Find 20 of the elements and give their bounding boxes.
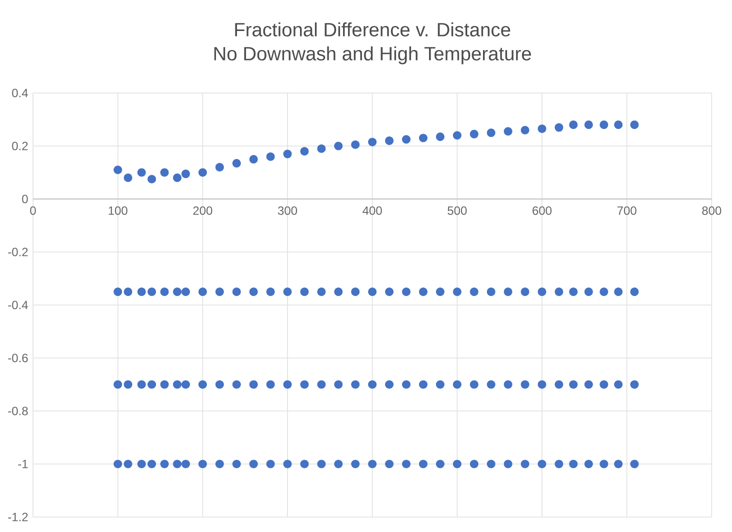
x-tick-label: 300 (278, 206, 298, 215)
x-tick-label: 800 (702, 206, 722, 215)
y-tick-label: 0.2 (12, 142, 28, 150)
y-tick-label: 0.4 (12, 88, 28, 98)
chart-subtitle: No Downwash and High Temperature (214, 46, 531, 64)
x-tick-label: 100 (108, 206, 128, 215)
x-tick-label: 0 (30, 206, 36, 215)
y-tick-label: -0.4 (8, 300, 28, 310)
y-tick-label: 0 (22, 194, 28, 204)
y-tick-label: -0.8 (8, 406, 28, 416)
y-tick-label: -0.6 (8, 354, 28, 362)
y-tick-label: -1.2 (8, 512, 28, 522)
chart-title: Fractional Difference v. Distance (235, 22, 510, 36)
x-tick-label: 200 (193, 206, 212, 215)
y-tick-label: -0.2 (8, 248, 28, 256)
y-tick-label: -1 (18, 460, 28, 468)
x-tick-label: 500 (448, 206, 467, 215)
x-tick-label: 600 (532, 206, 552, 215)
x-tick-label: 700 (617, 206, 636, 215)
x-tick-label: 400 (362, 206, 382, 215)
